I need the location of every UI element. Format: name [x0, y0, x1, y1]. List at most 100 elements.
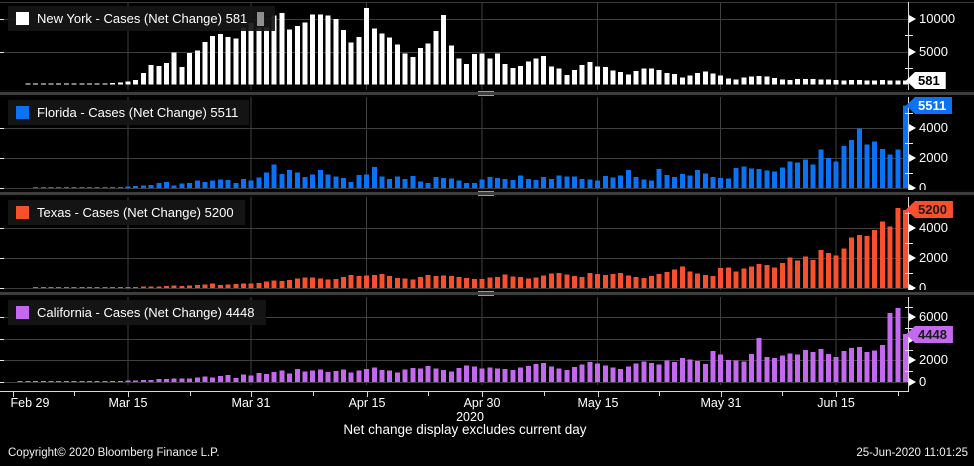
divider-bar — [0, 192, 974, 195]
panel-divider[interactable] — [0, 290, 974, 297]
bar-texas — [125, 287, 131, 288]
bar-california — [48, 381, 54, 382]
bar-texas — [656, 274, 662, 288]
bar-texas — [826, 253, 831, 288]
bar-florida — [348, 182, 354, 188]
bar-florida — [233, 183, 239, 188]
bar-new-york — [718, 75, 724, 85]
y-minor-tick — [905, 113, 913, 114]
bar-texas — [510, 276, 516, 288]
bar-new-york — [756, 76, 762, 85]
bar-texas — [202, 284, 208, 288]
bar-new-york — [179, 67, 185, 85]
bar-florida — [264, 172, 269, 188]
bar-florida — [610, 177, 616, 188]
bar-new-york — [394, 44, 400, 85]
panel-plot-california[interactable] — [0, 297, 908, 385]
bar-florida — [164, 181, 169, 188]
divider-grip-icon[interactable] — [478, 91, 494, 96]
bar-new-york — [841, 80, 847, 85]
bar-new-york — [79, 83, 85, 85]
bar-florida — [618, 175, 624, 188]
bar-new-york — [410, 56, 416, 85]
bar-texas — [456, 277, 462, 288]
bar-california — [71, 381, 77, 382]
bar-texas — [140, 286, 146, 288]
x-minor-tick — [313, 392, 314, 396]
bar-texas — [672, 269, 678, 288]
bar-california — [464, 365, 470, 382]
chart-top-border — [0, 2, 974, 3]
legend-california[interactable]: California - Cases (Net Change) 4448 — [8, 300, 266, 325]
x-tick-label: Apr 30 — [463, 396, 501, 410]
bar-new-york — [425, 43, 431, 85]
bar-texas — [356, 275, 362, 288]
bar-california — [294, 369, 300, 382]
bar-texas — [133, 287, 139, 288]
bar-california — [156, 378, 162, 382]
bar-california — [879, 345, 885, 382]
legend-texas[interactable]: Texas - Cases (Net Change) 5200 — [8, 200, 245, 225]
bar-california — [756, 338, 762, 382]
bar-florida — [79, 187, 85, 188]
y-minor-tick — [905, 213, 913, 214]
bar-florida — [872, 141, 878, 188]
bar-florida — [248, 180, 254, 188]
bar-florida — [556, 175, 562, 188]
bar-florida — [294, 172, 300, 188]
bar-new-york — [125, 81, 131, 85]
panel-plot-texas[interactable] — [0, 197, 908, 290]
divider-grip-icon[interactable] — [478, 191, 494, 196]
bar-florida — [287, 170, 293, 188]
bar-new-york — [656, 70, 662, 85]
bar-new-york — [587, 62, 593, 85]
bar-california — [787, 353, 793, 382]
bar-texas — [903, 210, 908, 288]
bar-california — [495, 368, 500, 382]
bar-texas — [556, 272, 562, 288]
bar-florida — [410, 176, 416, 188]
timestamp-text: 25-Jun-2020 11:01:25 — [856, 447, 968, 459]
bar-florida — [679, 174, 685, 188]
bar-florida — [479, 179, 485, 188]
bar-florida — [749, 168, 754, 188]
divider-grip-icon[interactable] — [478, 291, 494, 296]
bar-texas — [618, 272, 624, 288]
bar-texas — [79, 287, 85, 288]
bar-california — [410, 367, 416, 382]
bar-california — [248, 375, 254, 382]
bar-california — [564, 370, 570, 382]
bar-texas — [471, 279, 477, 288]
x-tick-label: Apr 15 — [348, 396, 386, 410]
bar-texas — [394, 277, 400, 288]
x-tick — [598, 392, 599, 397]
bar-california — [317, 369, 323, 382]
bar-florida — [471, 183, 477, 188]
bar-california — [649, 363, 654, 382]
panel-plot-florida[interactable] — [0, 97, 908, 190]
bar-california — [448, 371, 454, 382]
x-tick-label: Mar 31 — [231, 396, 271, 410]
bar-texas — [217, 284, 223, 288]
panel-plot-new-york[interactable] — [0, 3, 908, 90]
bar-texas — [164, 286, 169, 288]
bar-texas — [602, 274, 608, 288]
bar-florida — [425, 182, 431, 188]
bar-texas — [833, 255, 839, 288]
bar-california — [625, 366, 631, 382]
panel-divider[interactable] — [0, 90, 974, 97]
bar-texas — [756, 263, 762, 288]
legend-new-york[interactable]: New York - Cases (Net Change) 581 — [8, 6, 276, 31]
bar-texas — [371, 275, 377, 288]
bar-florida — [302, 177, 308, 188]
bar-new-york — [695, 72, 701, 85]
legend-florida[interactable]: Florida - Cases (Net Change) 5511 — [8, 100, 250, 125]
bar-texas — [464, 277, 470, 288]
bar-california — [310, 370, 316, 382]
x-minor-tick — [659, 392, 660, 396]
panel-divider[interactable] — [0, 190, 974, 197]
bar-florida — [733, 168, 739, 188]
bar-california — [356, 370, 362, 382]
bar-florida — [779, 167, 785, 188]
bar-texas — [225, 284, 231, 288]
